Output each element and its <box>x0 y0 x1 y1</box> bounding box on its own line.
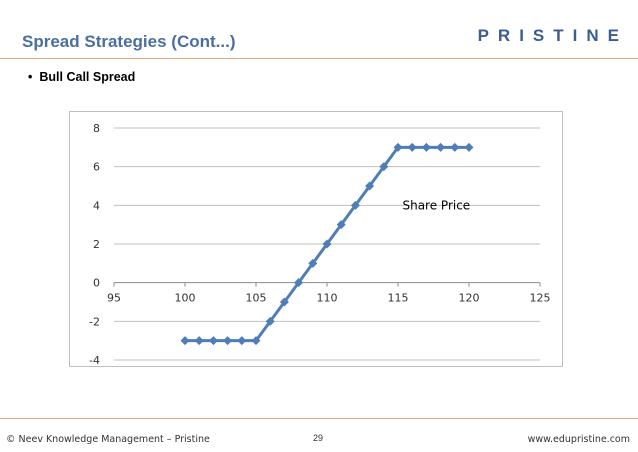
data-point <box>436 142 446 152</box>
x-tick-label: 115 <box>388 292 409 305</box>
data-point <box>251 336 261 346</box>
x-tick-label: 110 <box>317 292 338 305</box>
data-point <box>194 336 204 346</box>
data-point <box>365 181 375 191</box>
data-point <box>265 316 275 326</box>
y-tick-label: 6 <box>93 161 100 174</box>
y-tick-label: -4 <box>89 354 100 367</box>
data-point <box>450 142 460 152</box>
data-point <box>180 336 190 346</box>
x-tick-label: 100 <box>175 292 196 305</box>
data-point <box>350 200 360 210</box>
chart-frame: 8 6 4 2 0 -2 -4 95 100 105 110 115 120 125 Share Price <box>69 111 563 367</box>
data-point <box>208 336 218 346</box>
bullet-dot: • <box>28 70 33 84</box>
x-tick-label: 95 <box>107 292 121 305</box>
y-tick-label: 2 <box>93 238 100 251</box>
y-tick-label: 0 <box>93 277 100 290</box>
data-point <box>294 278 304 288</box>
data-point <box>407 142 417 152</box>
data-point <box>464 142 474 152</box>
slide-title: Spread Strategies (Cont...) <box>22 32 236 51</box>
footer-website: www.edupristine.com <box>527 434 630 445</box>
payoff-chart: 8 6 4 2 0 -2 -4 95 100 105 110 115 120 125 Share Price <box>89 122 551 367</box>
data-point <box>223 336 233 346</box>
y-tick-label: 8 <box>93 122 100 135</box>
header-rule <box>0 58 638 59</box>
data-point <box>336 220 346 230</box>
bullet-text: Bull Call Spread <box>39 70 136 84</box>
x-tick-label: 125 <box>530 292 551 305</box>
x-tick-label: 105 <box>246 292 267 305</box>
y-tick-label: 4 <box>93 199 100 212</box>
data-point <box>322 239 332 249</box>
y-tick-label: -2 <box>89 315 100 328</box>
footer-copyright: © Neev Knowledge Management – Pristine <box>6 434 210 445</box>
data-point <box>393 142 403 152</box>
data-point <box>379 162 389 172</box>
footer-rule <box>0 418 638 419</box>
bullet-item: • Bull Call Spread <box>28 70 135 84</box>
page-number: 29 <box>313 433 324 443</box>
pristine-logo: PRISTINE <box>477 26 628 45</box>
x-tick-label: 120 <box>459 292 480 305</box>
data-point <box>279 297 289 307</box>
data-point <box>237 336 247 346</box>
data-point <box>308 258 318 268</box>
share-price-annotation: Share Price <box>402 198 470 212</box>
data-point <box>421 142 431 152</box>
